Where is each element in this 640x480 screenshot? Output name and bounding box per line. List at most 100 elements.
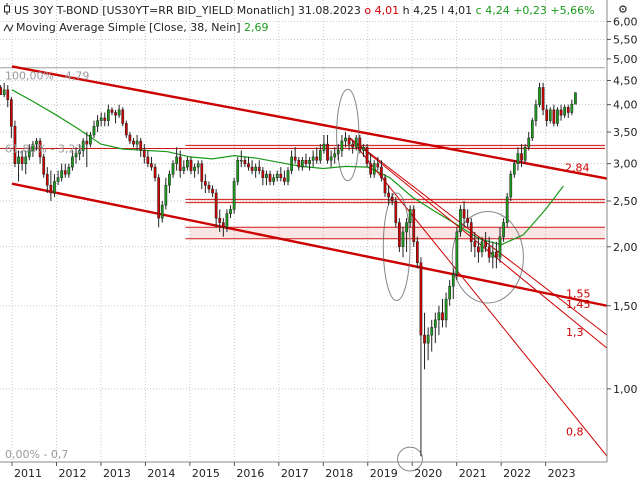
candle — [556, 109, 559, 124]
y-tick-label: 2,00 — [613, 241, 638, 254]
candle — [462, 209, 466, 219]
candle — [186, 160, 189, 168]
candle — [527, 137, 531, 148]
trendline — [11, 65, 608, 180]
candle — [31, 143, 35, 151]
candle — [365, 146, 369, 164]
candle — [78, 150, 81, 154]
quote-date: 31.08.2023 — [294, 4, 360, 17]
candle — [168, 173, 171, 186]
candle — [563, 106, 567, 116]
candle — [340, 140, 344, 151]
candle — [99, 117, 103, 121]
x-tick-label: 2018 — [325, 467, 353, 480]
candle — [336, 150, 340, 154]
x-tick-label: 2021 — [459, 467, 487, 480]
candle — [408, 209, 412, 223]
y-tick-label: 5,00 — [613, 53, 638, 66]
candles — [0, 82, 577, 457]
candle — [60, 170, 64, 179]
candle — [45, 173, 49, 186]
candle — [455, 231, 459, 275]
candle — [63, 170, 67, 175]
candle — [297, 160, 301, 168]
trendline-label: 1,3 — [566, 326, 584, 339]
candle — [114, 112, 117, 116]
chart-header: US 30Y T-BOND [US30YT=RR BID_YIELD Monat… — [3, 3, 628, 34]
candle — [451, 273, 455, 287]
candle — [13, 126, 17, 164]
candle — [254, 166, 258, 171]
candle — [74, 153, 78, 158]
candle — [433, 319, 437, 328]
candle — [304, 160, 308, 164]
candle — [103, 117, 107, 121]
candle — [189, 160, 193, 171]
gear-icon[interactable]: ⚙ — [618, 3, 628, 16]
candle — [311, 156, 315, 161]
indicator-name: Moving Average Simple [Close, 38, Nein] — [16, 21, 241, 34]
candle — [275, 173, 279, 179]
candle — [480, 241, 484, 253]
trendline — [349, 137, 608, 336]
candle — [178, 156, 182, 171]
candle — [315, 156, 319, 161]
candle — [423, 334, 426, 344]
candle — [559, 109, 563, 116]
candle — [17, 156, 20, 164]
candle — [0, 87, 2, 95]
y-tick-label: 3,50 — [613, 126, 638, 139]
x-tick-label: 2019 — [370, 467, 398, 480]
y-tick-label: 5,50 — [613, 33, 638, 46]
candle — [347, 137, 351, 145]
candle — [405, 222, 408, 233]
candle — [139, 140, 143, 151]
candle — [283, 177, 286, 182]
candle — [566, 106, 570, 113]
candle — [211, 188, 214, 194]
candle — [466, 217, 470, 223]
candle — [329, 156, 333, 161]
candle — [541, 87, 545, 111]
candle — [322, 143, 326, 151]
candle — [469, 222, 473, 242]
candle — [495, 251, 498, 258]
y-tick-label: 2,50 — [613, 195, 638, 208]
candle — [448, 285, 452, 300]
candle — [132, 140, 135, 145]
candle — [193, 166, 196, 171]
candle — [2, 89, 6, 95]
candle — [236, 160, 240, 182]
chart-labels: 100,00% - 4,79 61,80% - 3,23 0,00% - 0,7 2,… — [5, 70, 591, 461]
candle — [92, 126, 96, 136]
candle — [106, 109, 110, 121]
price-zone — [189, 145, 605, 149]
candle — [247, 163, 250, 168]
candle — [261, 170, 265, 179]
candle — [200, 163, 204, 182]
trendline-label: 1,55 — [566, 287, 591, 300]
ohlc-value-h: h 4,25 — [399, 4, 437, 17]
candle — [498, 236, 502, 258]
trendlines — [11, 65, 608, 457]
y-tick-label: 6,00 — [613, 16, 638, 29]
candle — [530, 120, 534, 139]
candle — [491, 251, 495, 258]
candle — [286, 170, 290, 182]
instrument-name: US 30Y T-BOND [US30YT=RR BID_YIELD Monat… — [14, 4, 294, 17]
candle — [505, 196, 509, 223]
change-percent: +5,66% — [547, 4, 595, 17]
candle — [117, 109, 121, 116]
candle — [401, 231, 405, 248]
candle — [229, 209, 232, 214]
candle — [570, 103, 574, 113]
arc-markers — [336, 88, 524, 472]
candle — [20, 156, 24, 164]
candle — [27, 150, 31, 158]
candle — [369, 163, 373, 175]
candle — [376, 163, 380, 168]
candle — [354, 137, 358, 148]
candle — [214, 192, 218, 219]
x-tick-label: 2022 — [503, 467, 531, 480]
candle — [157, 177, 161, 219]
